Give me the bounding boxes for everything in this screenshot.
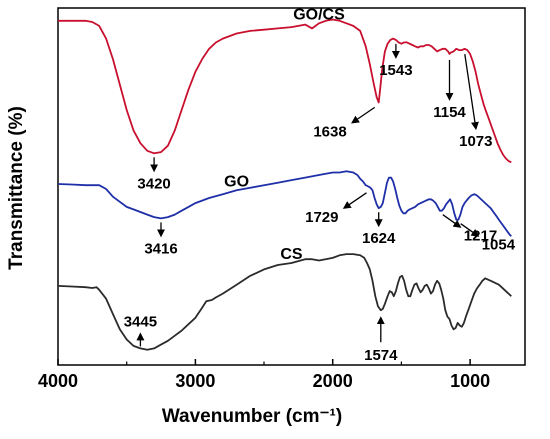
y-axis-title: Transmittance (%) bbox=[6, 106, 27, 270]
peak-label: 1054 bbox=[482, 237, 516, 254]
annotation-arrow bbox=[442, 214, 462, 228]
series-label: CS bbox=[280, 246, 303, 263]
peak-label: 3420 bbox=[137, 175, 170, 192]
x-tick-label: 1000 bbox=[450, 371, 490, 391]
peak-label: 1154 bbox=[433, 104, 466, 121]
series-layer: GO/CS GO CS bbox=[57, 6, 512, 351]
peak-label: 1073 bbox=[459, 133, 492, 150]
peak-label: 1638 bbox=[313, 123, 346, 140]
series-line-go-cs bbox=[58, 18, 512, 164]
annotation-arrow bbox=[460, 223, 480, 237]
peak-label: 3445 bbox=[124, 313, 157, 330]
x-axis: 4000 3000 2000 1000 bbox=[38, 359, 490, 391]
peak-label: 1624 bbox=[362, 230, 396, 247]
x-tick-label: 3000 bbox=[175, 371, 215, 391]
annotation-arrow bbox=[342, 192, 367, 209]
peak-label: 3416 bbox=[144, 240, 177, 257]
peak-label: 1543 bbox=[379, 62, 412, 79]
x-tick-label: 2000 bbox=[313, 371, 353, 391]
series-label: GO bbox=[224, 173, 249, 190]
plot-frame bbox=[57, 7, 526, 366]
annotation-arrow bbox=[351, 106, 376, 124]
x-tick-label: 4000 bbox=[38, 371, 78, 391]
annotation-arrow bbox=[464, 54, 479, 131]
series-line-go bbox=[57, 170, 512, 237]
peak-label: 1729 bbox=[305, 209, 338, 226]
series-line-cs bbox=[57, 253, 512, 351]
x-axis-title: Wavenumber (cm⁻¹) bbox=[162, 406, 342, 427]
peak-label: 1574 bbox=[364, 347, 398, 364]
series-label: GO/CS bbox=[293, 6, 345, 23]
